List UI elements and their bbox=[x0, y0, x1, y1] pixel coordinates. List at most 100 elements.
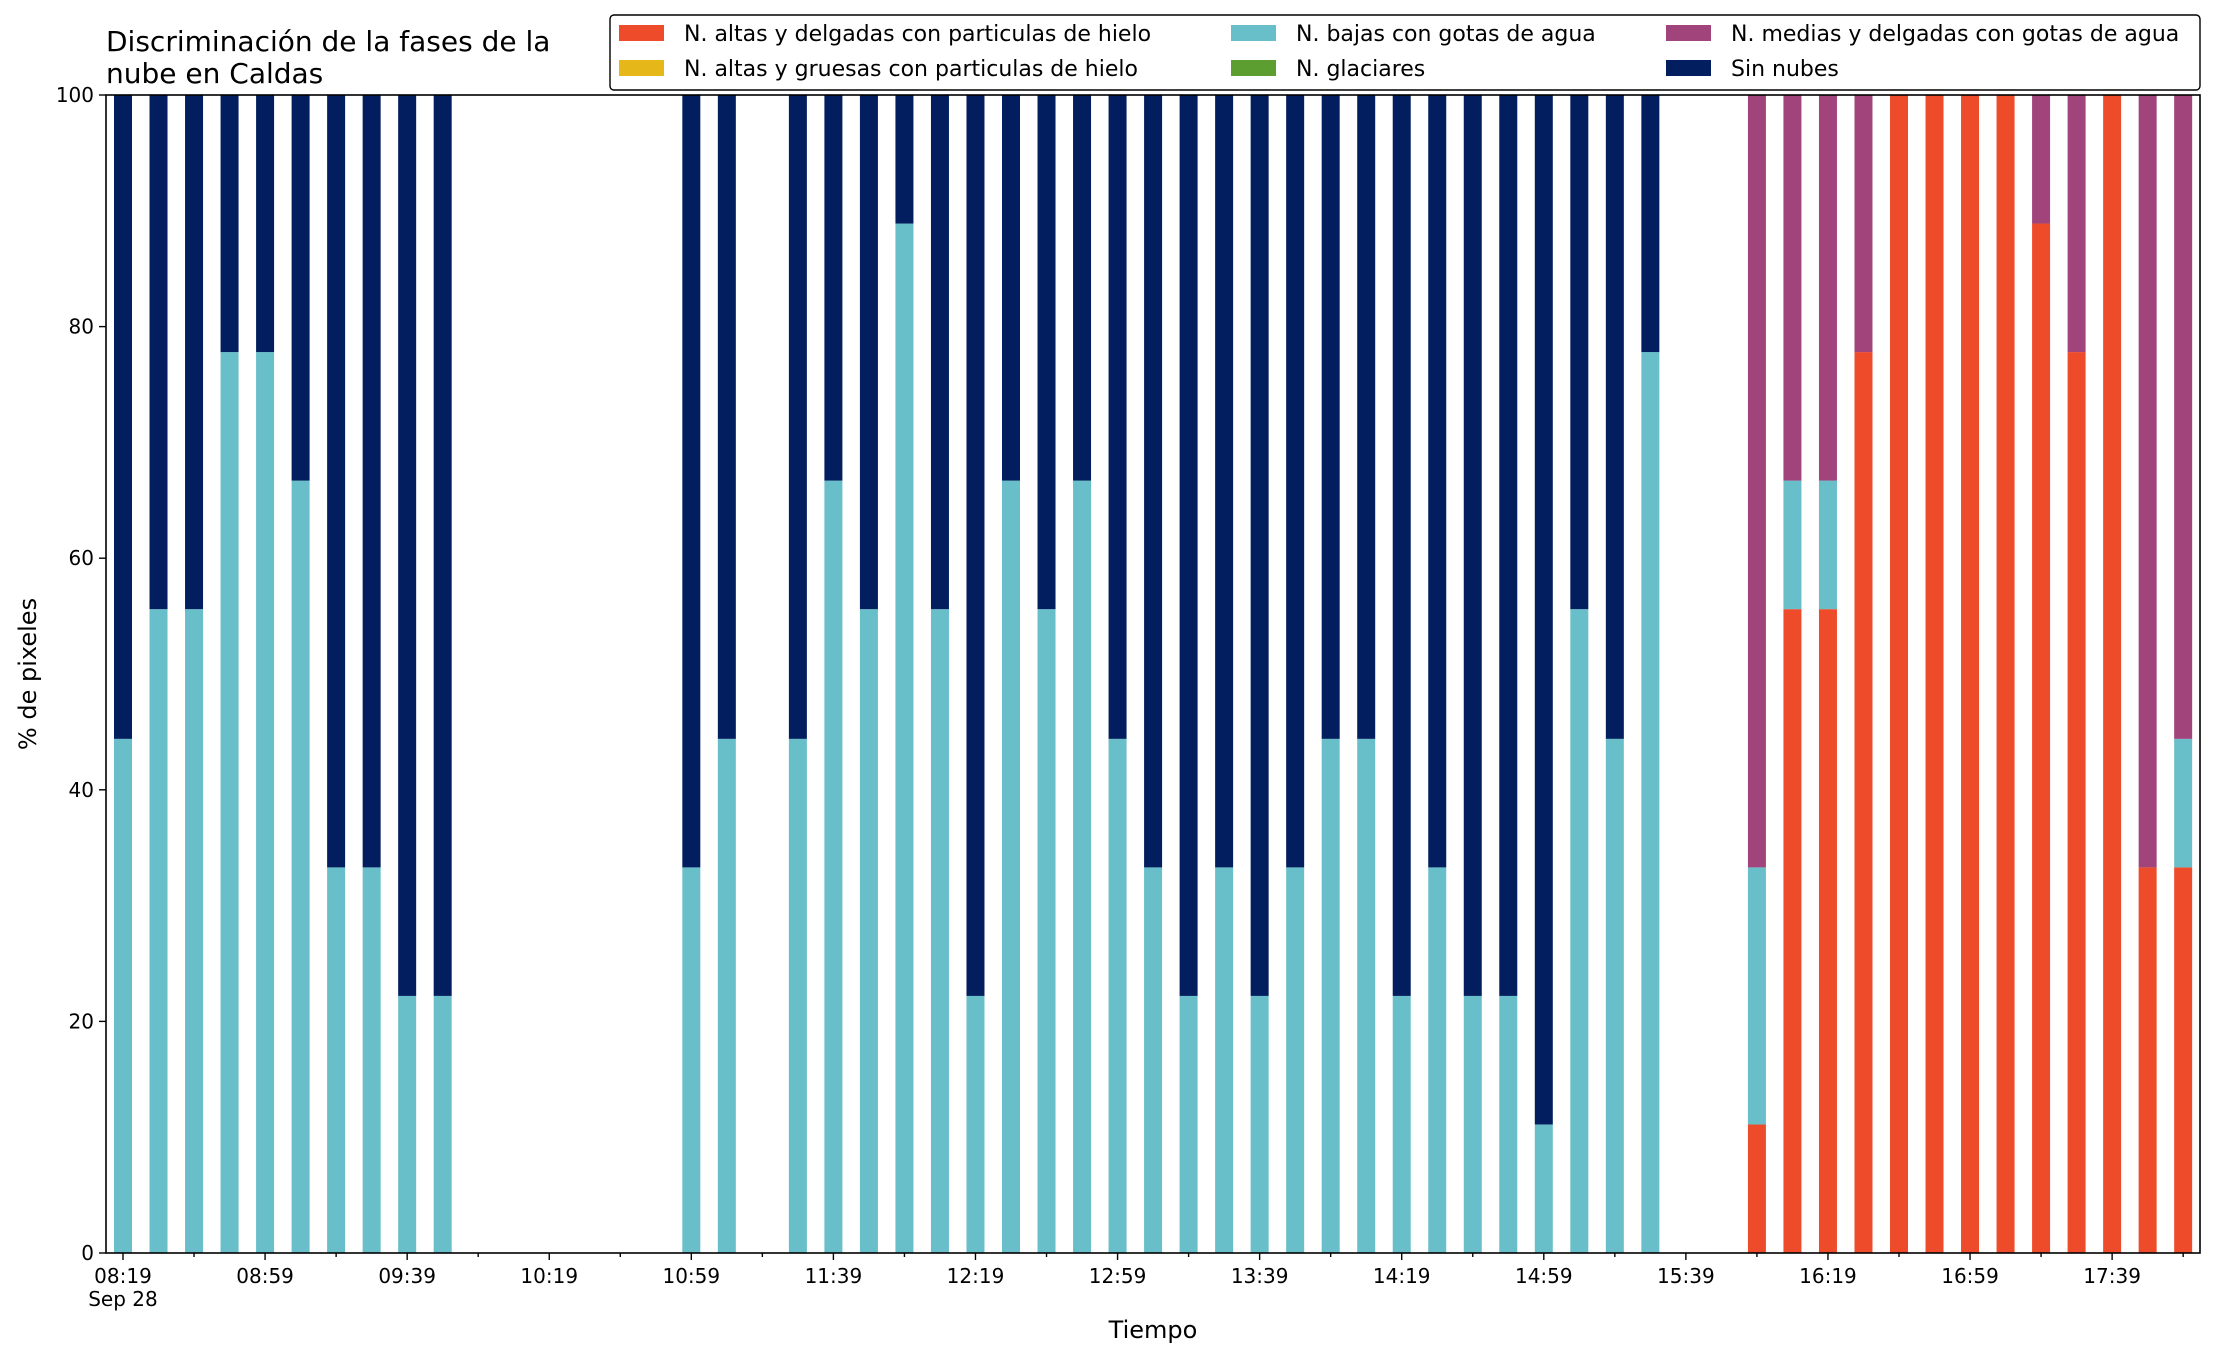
bar-segment-2-5 bbox=[291, 480, 310, 1253]
y-tick-label-4: 80 bbox=[69, 315, 94, 339]
bar-segment-2-47 bbox=[1783, 480, 1802, 610]
bar-segment-2-21 bbox=[859, 609, 878, 1253]
bar-segment-5-19 bbox=[788, 95, 807, 739]
bar-segment-0-56 bbox=[2103, 95, 2122, 1253]
x-tick-label-1: 08:59 bbox=[236, 1264, 294, 1288]
legend-swatch-0 bbox=[619, 25, 664, 41]
chart-title-line-2: nube en Caldas bbox=[106, 57, 323, 90]
bar-segment-2-22 bbox=[895, 223, 914, 1253]
bar-segment-0-58 bbox=[2174, 867, 2193, 1253]
legend-label-4: N. medias y delgadas con gotas de agua bbox=[1731, 22, 2179, 47]
bar-segment-2-34 bbox=[1321, 738, 1340, 1253]
bar-segment-2-17 bbox=[717, 738, 736, 1253]
bar-segment-5-35 bbox=[1357, 95, 1376, 739]
bar-segment-4-57 bbox=[2138, 95, 2157, 868]
x-tick-label-8: 13:39 bbox=[1231, 1264, 1289, 1288]
bar-segment-2-43 bbox=[1641, 352, 1660, 1254]
bar-segment-0-47 bbox=[1783, 609, 1802, 1253]
x-tick-label-12: 16:19 bbox=[1799, 1264, 1857, 1288]
legend-label-2: N. bajas con gotas de agua bbox=[1296, 22, 1596, 47]
bar-segment-5-31 bbox=[1215, 95, 1234, 868]
bar-segment-2-31 bbox=[1215, 867, 1234, 1253]
bar-segment-5-6 bbox=[327, 95, 346, 868]
bar-segment-5-38 bbox=[1463, 95, 1482, 996]
chart-title-line-1: Discriminación de la fases de la bbox=[106, 25, 550, 58]
y-tick-label-2: 40 bbox=[69, 778, 94, 802]
y-axis: 0 20 40 60 80 100 bbox=[56, 83, 106, 1265]
bar-segment-5-29 bbox=[1144, 95, 1163, 868]
bar-segment-2-0 bbox=[114, 738, 132, 1253]
x-tick-label-3: 10:19 bbox=[520, 1264, 578, 1288]
bar-segment-5-34 bbox=[1321, 95, 1340, 739]
bar-segment-5-41 bbox=[1570, 95, 1589, 610]
bar-segment-0-49 bbox=[1854, 352, 1873, 1254]
bar-segment-2-37 bbox=[1428, 867, 1447, 1253]
bar-segment-5-9 bbox=[433, 95, 452, 996]
bars-layer bbox=[114, 95, 2193, 1254]
bar-segment-2-35 bbox=[1357, 738, 1376, 1253]
plot-frame bbox=[105, 94, 2201, 1254]
bar-segment-5-17 bbox=[717, 95, 736, 739]
bar-segment-0-55 bbox=[2067, 352, 2086, 1254]
bar-segment-2-7 bbox=[362, 867, 381, 1253]
legend-swatch-1 bbox=[619, 60, 664, 76]
y-tick-label-3: 60 bbox=[69, 546, 94, 570]
x-tick-label-6: 12:19 bbox=[947, 1264, 1005, 1288]
bar-segment-0-46 bbox=[1747, 1124, 1766, 1253]
bar-segment-2-58 bbox=[2174, 738, 2193, 868]
bar-segment-2-6 bbox=[327, 867, 346, 1253]
bar-segment-5-37 bbox=[1428, 95, 1447, 868]
bar-segment-2-8 bbox=[398, 995, 417, 1253]
bar-segment-5-39 bbox=[1499, 95, 1518, 996]
y-tick-label-5: 100 bbox=[56, 83, 94, 107]
bar-segment-4-48 bbox=[1818, 95, 1837, 481]
x-tick-label-4: 10:59 bbox=[662, 1264, 720, 1288]
x-axis: 08:19 08:59 09:39 10:19 10:59 11:39 12:19 12:59… bbox=[88, 1253, 2184, 1311]
x-tick-label-13: 16:59 bbox=[1941, 1264, 1999, 1288]
bar-segment-2-42 bbox=[1605, 738, 1624, 1253]
bar-segment-4-55 bbox=[2067, 95, 2086, 353]
bar-segment-2-48 bbox=[1818, 480, 1837, 610]
bar-segment-2-36 bbox=[1392, 995, 1411, 1253]
bar-segment-5-7 bbox=[362, 95, 381, 868]
bar-segment-2-19 bbox=[788, 738, 807, 1253]
bar-segment-5-8 bbox=[398, 95, 417, 996]
bar-segment-2-28 bbox=[1108, 738, 1127, 1253]
y-tick-label-0: 0 bbox=[81, 1241, 94, 1265]
x-tick-date-label: Sep 28 bbox=[88, 1287, 158, 1311]
bar-segment-5-2 bbox=[185, 95, 204, 610]
x-tick-label-14: 17:39 bbox=[2083, 1264, 2141, 1288]
bar-segment-5-4 bbox=[256, 95, 275, 353]
x-tick-label-11: 15:39 bbox=[1657, 1264, 1715, 1288]
bar-segment-5-42 bbox=[1605, 95, 1624, 739]
bar-segment-2-27 bbox=[1073, 480, 1092, 1253]
legend-swatch-2 bbox=[1231, 25, 1276, 41]
bar-segment-2-26 bbox=[1037, 609, 1056, 1253]
bar-segment-5-22 bbox=[895, 95, 914, 224]
bar-segment-5-21 bbox=[859, 95, 878, 610]
legend-swatch-5 bbox=[1666, 60, 1711, 76]
bar-segment-2-41 bbox=[1570, 609, 1589, 1253]
bar-segment-2-20 bbox=[824, 480, 843, 1253]
bar-segment-5-1 bbox=[149, 95, 168, 610]
bar-segment-5-25 bbox=[1002, 95, 1020, 481]
x-tick-label-9: 14:19 bbox=[1373, 1264, 1431, 1288]
bar-segment-5-28 bbox=[1108, 95, 1127, 739]
y-tick-label-1: 20 bbox=[69, 1009, 94, 1033]
y-axis-label: % de pixeles bbox=[14, 598, 42, 750]
bar-segment-5-26 bbox=[1037, 95, 1056, 610]
legend-swatch-3 bbox=[1231, 60, 1276, 76]
bar-segment-5-33 bbox=[1286, 95, 1305, 868]
bar-segment-5-36 bbox=[1392, 95, 1411, 996]
bar-segment-2-23 bbox=[930, 609, 949, 1253]
bar-segment-5-5 bbox=[291, 95, 310, 481]
bar-segment-2-32 bbox=[1250, 995, 1269, 1253]
bar-segment-5-24 bbox=[966, 95, 985, 996]
bar-segment-4-47 bbox=[1783, 95, 1802, 481]
bar-segment-2-30 bbox=[1179, 995, 1198, 1253]
bar-segment-2-33 bbox=[1286, 867, 1305, 1253]
bar-segment-5-23 bbox=[930, 95, 949, 610]
bar-segment-0-57 bbox=[2138, 867, 2157, 1253]
bar-segment-2-25 bbox=[1002, 480, 1020, 1253]
